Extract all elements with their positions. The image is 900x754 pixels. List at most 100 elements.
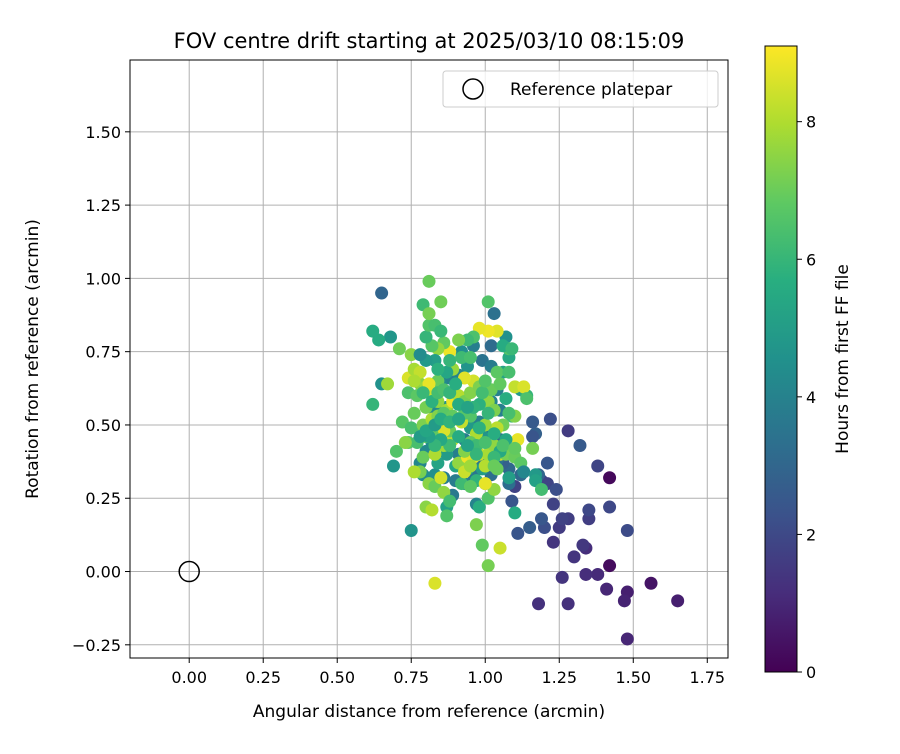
data-point	[493, 377, 507, 391]
data-point	[600, 582, 614, 596]
data-point	[620, 523, 634, 537]
data-point	[546, 497, 560, 511]
data-point	[455, 351, 469, 365]
x-tick-label: 0.50	[319, 668, 355, 687]
data-point	[620, 632, 634, 646]
y-tick-label: 0.75	[85, 343, 121, 362]
data-point	[425, 503, 439, 517]
legend-label: Reference platepar	[510, 80, 672, 100]
colorbar-tick-label: 0	[806, 663, 816, 682]
data-point	[517, 380, 531, 394]
data-point	[543, 412, 557, 426]
data-point	[555, 570, 569, 584]
data-point	[469, 447, 483, 461]
colorbar-label: Hours from first FF file	[833, 264, 853, 454]
data-point	[443, 353, 457, 367]
data-point	[475, 538, 489, 552]
data-point	[422, 274, 436, 288]
x-tick-label: 1.75	[689, 668, 725, 687]
plot-area-frame	[129, 59, 729, 659]
data-point	[517, 465, 531, 479]
colorbar-tick-label: 2	[806, 525, 816, 544]
colorbar-tick-label: 8	[806, 113, 816, 132]
data-point	[419, 330, 433, 344]
data-point	[463, 480, 477, 494]
data-point	[478, 436, 492, 450]
data-point	[532, 597, 546, 611]
data-point	[366, 397, 380, 411]
data-point	[540, 456, 554, 470]
y-tick-label: 1.25	[85, 196, 121, 215]
data-point	[478, 374, 492, 388]
data-point	[404, 421, 418, 435]
colorbar-tick-label: 6	[806, 250, 816, 269]
data-point	[526, 430, 540, 444]
colorbar: 0 2 4 6 8 Hours from first FF file	[764, 45, 853, 682]
data-point	[384, 330, 398, 344]
data-point	[463, 351, 477, 365]
data-point	[493, 541, 507, 555]
data-point	[481, 295, 495, 309]
data-point	[407, 374, 421, 388]
colorbar-ticks: 0 2 4 6 8	[797, 113, 816, 682]
colorbar-tick-label: 4	[806, 388, 816, 407]
data-point	[413, 348, 427, 362]
data-point	[549, 482, 563, 496]
data-point	[452, 430, 466, 444]
data-point	[434, 295, 448, 309]
legend-marker-icon	[462, 78, 484, 100]
data-point	[508, 380, 522, 394]
data-point	[389, 444, 403, 458]
data-point	[416, 450, 430, 464]
data-point	[508, 506, 522, 520]
data-point	[375, 286, 389, 300]
data-point	[490, 365, 504, 379]
data-point	[579, 567, 593, 581]
data-point	[582, 503, 596, 517]
data-point	[481, 406, 495, 420]
data-point	[555, 512, 569, 526]
data-point	[490, 324, 504, 338]
data-point	[472, 500, 486, 514]
data-point	[381, 377, 395, 391]
y-tick-label: 0.50	[85, 416, 121, 435]
data-point	[573, 438, 587, 452]
data-point	[603, 500, 617, 514]
x-tick-label: 0.25	[245, 668, 281, 687]
y-tick-label: 0.25	[85, 489, 121, 508]
data-point	[617, 594, 631, 608]
x-tick-label: 1.25	[541, 668, 577, 687]
data-point	[520, 392, 534, 406]
data-point	[567, 550, 581, 564]
data-point	[428, 576, 442, 590]
data-point	[452, 333, 466, 347]
data-point	[511, 526, 525, 540]
legend[interactable]: Reference platepar	[442, 70, 719, 108]
data-point	[440, 509, 454, 523]
chart-title: FOV centre drift starting at 2025/03/10 …	[174, 29, 685, 53]
data-point	[502, 406, 516, 420]
data-point	[561, 424, 575, 438]
data-point	[392, 342, 406, 356]
y-tick-label: 1.50	[85, 123, 121, 142]
data-point	[472, 421, 486, 435]
data-point	[443, 494, 457, 508]
data-point	[526, 415, 540, 429]
data-point	[644, 576, 658, 590]
data-point	[404, 523, 418, 537]
data-point	[671, 594, 685, 608]
data-point	[398, 436, 412, 450]
data-point	[487, 459, 501, 473]
data-points	[366, 274, 685, 646]
data-point	[603, 559, 617, 573]
data-point	[434, 471, 448, 485]
x-axis-ticks: 0.00 0.25 0.50 0.75 1.00 1.25 1.50 1.75	[171, 658, 725, 687]
data-point	[487, 307, 501, 321]
data-point	[469, 518, 483, 532]
data-point	[505, 342, 519, 356]
data-point	[523, 521, 537, 535]
data-point	[404, 348, 418, 362]
colorbar-gradient	[764, 45, 798, 673]
